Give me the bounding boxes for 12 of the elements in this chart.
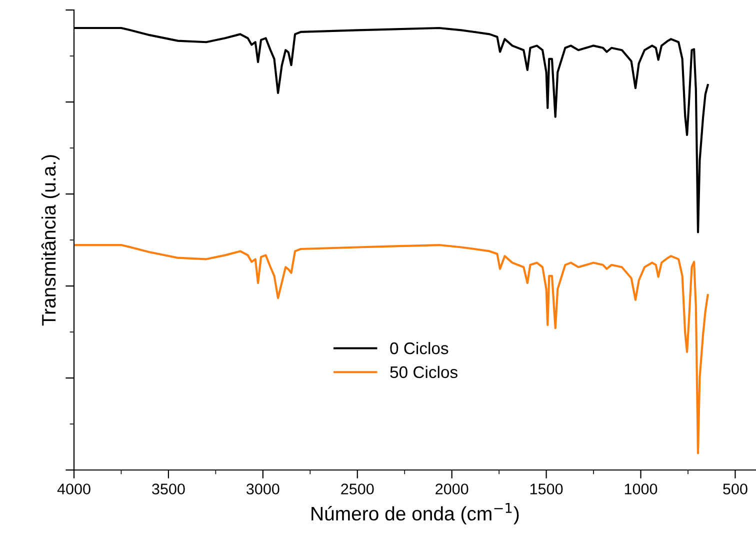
x-tick-label: 2500 bbox=[341, 484, 374, 494]
x-tick-label: 3000 bbox=[246, 484, 280, 494]
x-tick-label: 1500 bbox=[530, 484, 563, 494]
x-axis-title: Número de onda (cm$^{−1}$) bbox=[312, 502, 519, 524]
x-tick-label: 1000 bbox=[624, 484, 658, 494]
x-tick-label: 3500 bbox=[152, 484, 185, 494]
x-tick-label: 500 bbox=[723, 484, 748, 494]
x-tick-label: 4000 bbox=[57, 484, 90, 494]
legend-label: 50 Ciclos bbox=[390, 366, 458, 378]
y-axis-title: Transmitância (u.a.) bbox=[41, 155, 60, 326]
x-tick-label: 2000 bbox=[436, 484, 468, 494]
legend-label: 0 Ciclos bbox=[390, 342, 448, 354]
